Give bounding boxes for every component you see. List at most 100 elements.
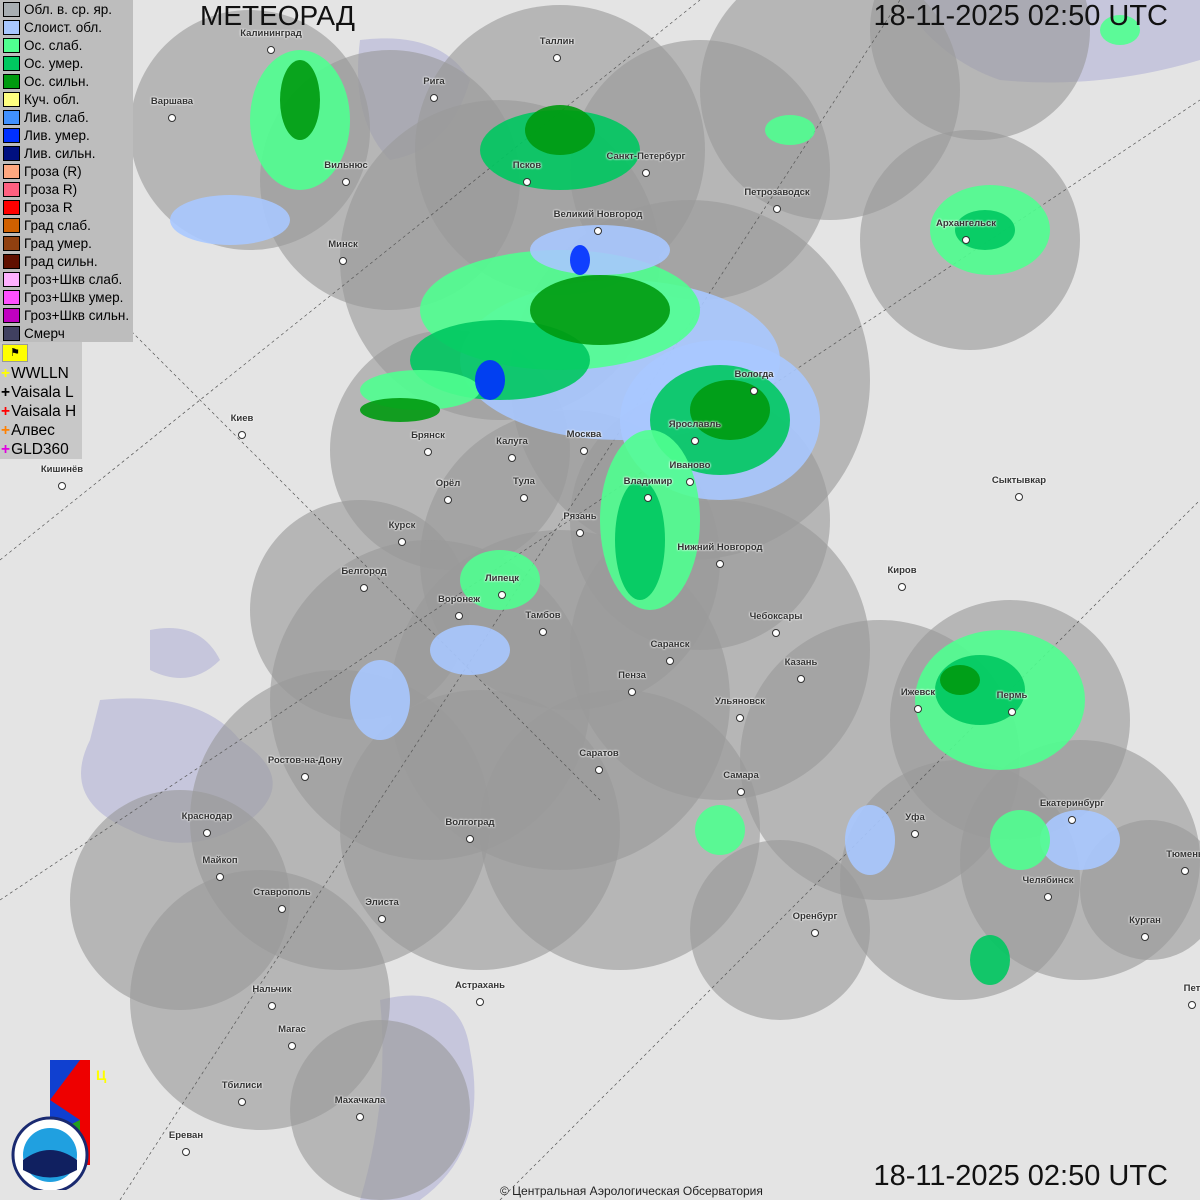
legend-item: Ос. слаб. (0, 36, 133, 54)
city-marker-icon (356, 1113, 364, 1121)
city-marker-icon (686, 478, 694, 486)
city-label: Иваново (669, 460, 711, 471)
city-label: Вильнюс (324, 160, 368, 171)
city-marker-icon (444, 496, 452, 504)
precipitation-area (475, 360, 505, 400)
city-label: Астрахань (455, 980, 505, 991)
lightning-source: +Vaisala L (0, 383, 82, 402)
legend-item: Гроза (R) (0, 162, 133, 180)
lightning-toggle-button[interactable]: ⚑ (2, 344, 28, 362)
city-marker-icon (1188, 1001, 1196, 1009)
legend-swatch (3, 325, 20, 341)
city-marker-icon (594, 227, 602, 235)
city-marker-icon (288, 1042, 296, 1050)
city-marker-icon (642, 169, 650, 177)
legend-label: Ос. слаб. (24, 37, 83, 53)
roshydromet-logo (11, 1116, 89, 1190)
city-marker-icon (342, 178, 350, 186)
legend-swatch (3, 163, 20, 179)
legend-item: Гроз+Шкв умер. (0, 288, 133, 306)
legend-swatch (3, 289, 20, 305)
legend-item: Слоист. обл. (0, 18, 133, 36)
city-label: Липецк (484, 573, 520, 584)
city-marker-icon (203, 829, 211, 837)
city-marker-icon (666, 657, 674, 665)
precipitation-area (280, 60, 320, 140)
legend-label: Град умер. (24, 235, 92, 251)
lightning-source-label: Алвес (11, 422, 55, 439)
city-marker-icon (398, 538, 406, 546)
legend-swatch (3, 307, 20, 323)
city-marker-icon (523, 178, 531, 186)
city-marker-icon (898, 583, 906, 591)
timestamp-bottom: 18-11-2025 02:50 UTC (873, 1160, 1168, 1192)
city-marker-icon (1181, 867, 1189, 875)
legend-label: Гроз+Шкв умер. (24, 289, 124, 305)
precipitation-area (1040, 810, 1120, 870)
city-label: Майкоп (202, 855, 238, 866)
lightning-source-label: WWLLN (11, 365, 69, 382)
city-marker-icon (238, 431, 246, 439)
legend-item: Град слаб. (0, 216, 133, 234)
city-label: Калининград (240, 28, 302, 39)
city-marker-icon (811, 929, 819, 937)
precipitation-legend: Обл. в. ср. яр. Слоист. обл. Ос. слаб. Ос. … (0, 0, 133, 342)
precipitation-area (350, 660, 410, 740)
city-label: Самара (723, 770, 759, 781)
city-label: Тюмень (1166, 849, 1200, 860)
city-label: Ульяновск (715, 696, 765, 707)
flag-icon: ⚑ (10, 347, 20, 359)
city-marker-icon (1015, 493, 1023, 501)
legend-label: Лив. умер. (24, 127, 90, 143)
radar-coverage (290, 1020, 470, 1200)
precipitation-area (525, 105, 595, 155)
legend-swatch (3, 181, 20, 197)
city-marker-icon (466, 835, 474, 843)
city-marker-icon (797, 675, 805, 683)
legend-label: Смерч (24, 325, 65, 341)
legend-label: Ос. сильн. (24, 73, 90, 89)
city-label: Казань (784, 657, 818, 668)
precipitation-area (170, 195, 290, 245)
city-label: Москва (566, 429, 602, 440)
legend-swatch (3, 145, 20, 161)
city-label: Пет (1183, 983, 1200, 994)
city-marker-icon (520, 494, 528, 502)
city-label: Минск (328, 239, 358, 250)
city-label: Вологда (734, 369, 774, 380)
city-marker-icon (168, 114, 176, 122)
city-marker-icon (539, 628, 547, 636)
sea-of-azov (150, 628, 220, 678)
city-label: Ижевск (900, 687, 936, 698)
city-label: Сыктывкар (991, 475, 1047, 486)
city-marker-icon (716, 560, 724, 568)
precipitation-area (765, 115, 815, 145)
legend-item: Град сильн. (0, 252, 133, 270)
city-marker-icon (508, 454, 516, 462)
legend-swatch (3, 199, 20, 215)
legend-item: Лив. слаб. (0, 108, 133, 126)
city-label: Нижний Новгород (677, 542, 763, 553)
city-label: Элиста (365, 897, 399, 908)
precipitation-area (460, 550, 540, 610)
city-marker-icon (58, 482, 66, 490)
legend-item: Куч. обл. (0, 90, 133, 108)
precipitation-area (970, 935, 1010, 985)
city-label: Рига (423, 76, 445, 87)
legend-swatch (3, 1, 20, 17)
city-marker-icon (267, 46, 275, 54)
city-label: Чебоксары (749, 611, 803, 622)
city-label: Нальчик (252, 984, 292, 995)
lightning-source-label: Vaisala L (11, 384, 74, 401)
cross-icon: + (1, 441, 11, 458)
city-label: Пенза (618, 670, 646, 681)
legend-swatch (3, 37, 20, 53)
city-marker-icon (360, 584, 368, 592)
radar-coverage (690, 840, 870, 1020)
legend-label: Гроз+Шкв сильн. (24, 307, 130, 323)
city-marker-icon (498, 591, 506, 599)
city-label: Уфа (905, 812, 925, 823)
lightning-source: +Алвес (0, 421, 82, 440)
legend-item: Град умер. (0, 234, 133, 252)
radar-coverage (870, 0, 1090, 140)
